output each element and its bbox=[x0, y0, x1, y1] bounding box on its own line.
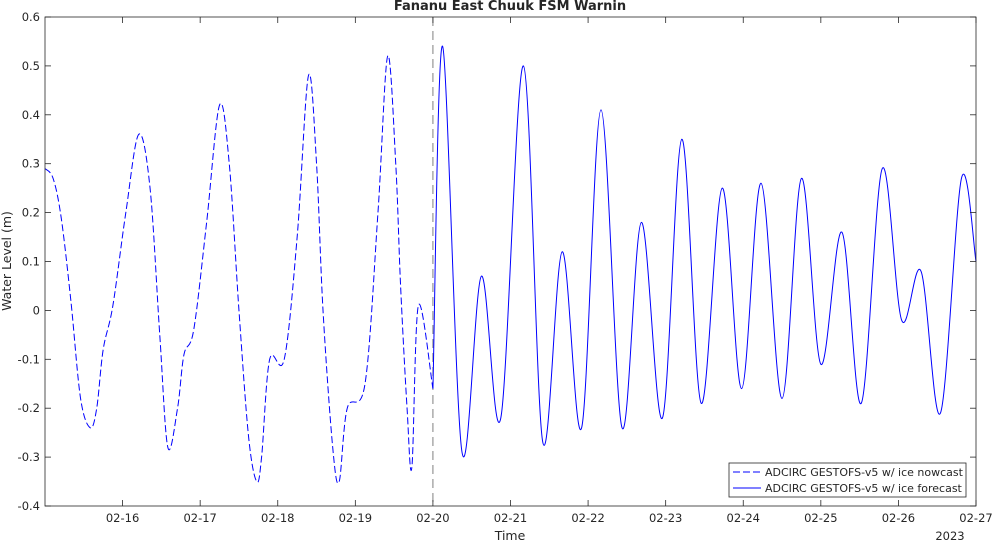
y-tick-label: 0.5 bbox=[22, 59, 40, 73]
y-tick-label: 0.6 bbox=[22, 10, 40, 24]
y-tick-label: -0.2 bbox=[18, 401, 40, 415]
x-tick-label: 02-27 bbox=[959, 511, 992, 525]
x-tick-label: 02-20 bbox=[416, 511, 449, 525]
x-tick-label: 02-21 bbox=[494, 511, 527, 525]
y-tick-label: -0.3 bbox=[18, 450, 40, 464]
x-tick-label: 02-26 bbox=[882, 511, 915, 525]
chart-title: Fananu East Chuuk FSM Warnin bbox=[394, 0, 626, 14]
x-tick-label: 02-18 bbox=[261, 511, 294, 525]
x-tick-label: 02-22 bbox=[571, 511, 604, 525]
y-tick-label: 0.4 bbox=[22, 108, 40, 122]
x-tick-label: 02-25 bbox=[804, 511, 837, 525]
x-tick-label: 02-17 bbox=[183, 511, 216, 525]
legend-label-nowcast: ADCIRC GESTOFS-v5 w/ ice nowcast bbox=[765, 466, 964, 479]
y-tick-label: -0.1 bbox=[18, 352, 40, 366]
legend-box bbox=[728, 462, 967, 498]
x-tick-label: 02-23 bbox=[649, 511, 682, 525]
x-axis-label: Time bbox=[494, 528, 526, 541]
y-tick-label: 0.3 bbox=[22, 157, 40, 171]
y-axis-label: Water Level (m) bbox=[0, 211, 14, 311]
x-tick-label: 02-24 bbox=[727, 511, 760, 525]
series-line-nowcast bbox=[44, 55, 434, 484]
y-tick-label: 0 bbox=[33, 303, 40, 317]
x-tick-label: 02-16 bbox=[106, 511, 139, 525]
legend: ADCIRC GESTOFS-v5 w/ ice nowcast ADCIRC … bbox=[728, 462, 967, 498]
series-line-forecast bbox=[432, 45, 977, 457]
y-tick-label: 0.1 bbox=[22, 255, 40, 269]
y-tick-label: 0.2 bbox=[22, 206, 40, 220]
x-tick-label: 02-19 bbox=[339, 511, 372, 525]
legend-label-forecast: ADCIRC GESTOFS-v5 w/ ice forecast bbox=[765, 482, 963, 495]
x-axis-year-label: 2023 bbox=[935, 529, 964, 541]
y-tick-label: -0.4 bbox=[18, 499, 40, 513]
